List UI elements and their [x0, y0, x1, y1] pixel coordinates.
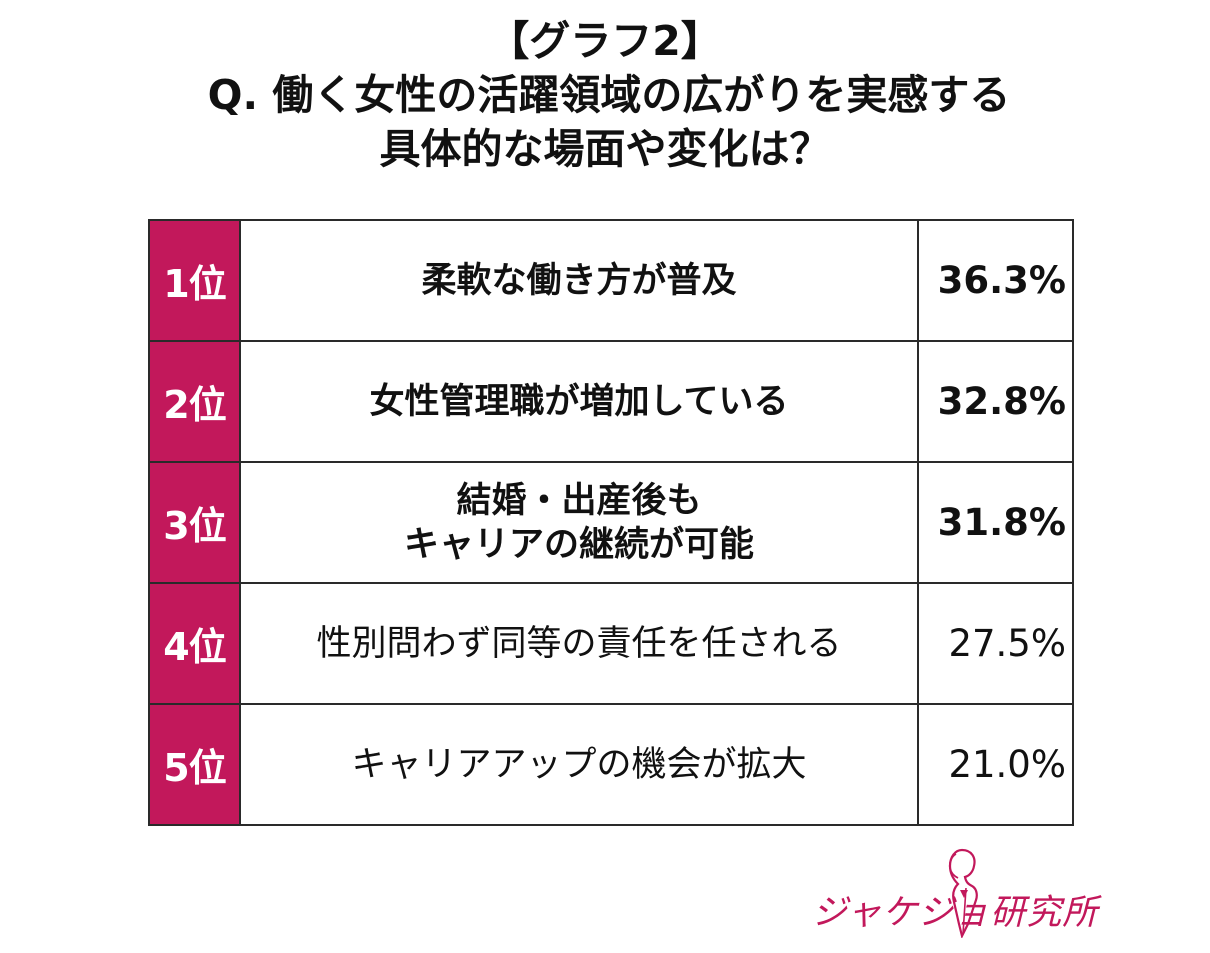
- woman-silhouette-icon: [948, 848, 978, 938]
- percent-value: 36.3%: [917, 219, 1074, 342]
- rank-label: 4位: [148, 582, 241, 705]
- rank-label: 5位: [148, 703, 241, 826]
- percent-value: 31.8%: [917, 461, 1074, 584]
- table-row: 5位 キャリアアップの機会が拡大 21.0%: [148, 703, 1074, 826]
- brand-logo-text: ジャケジョ研究所: [812, 893, 1099, 933]
- item-label: 結婚・出産後も キャリアの継続が可能: [239, 461, 919, 584]
- table-row: 4位 性別問わず同等の責任を任される 27.5%: [148, 582, 1074, 705]
- rank-label: 1位: [148, 219, 241, 342]
- item-label: 性別問わず同等の責任を任される: [239, 582, 919, 705]
- percent-value: 27.5%: [917, 582, 1074, 705]
- chart-title: 【グラフ2】 Q. 働く女性の活躍領域の広がりを実感する 具体的な場面や変化は？: [0, 14, 1210, 176]
- rank-label: 2位: [148, 340, 241, 463]
- table-row: 2位 女性管理職が増加している 32.8%: [148, 340, 1074, 463]
- table-row: 1位 柔軟な働き方が普及 36.3%: [148, 219, 1074, 342]
- title-graph-label: 【グラフ2】: [488, 17, 722, 65]
- item-label: 柔軟な働き方が普及: [239, 219, 919, 342]
- ranking-table-body: 1位 柔軟な働き方が普及 36.3% 2位 女性管理職が増加している 32.8% 3位 結婚・…: [148, 219, 1074, 826]
- item-label: 女性管理職が増加している: [239, 340, 919, 463]
- table-row: 3位 結婚・出産後も キャリアの継続が可能 31.8%: [148, 461, 1074, 584]
- title-question-continued: 具体的な場面や変化は？: [379, 125, 831, 173]
- rank-label: 3位: [148, 461, 241, 584]
- item-label: キャリアアップの機会が拡大: [239, 703, 919, 826]
- brand-logo: ジャケジョ研究所: [812, 846, 1099, 938]
- percent-value: 32.8%: [917, 340, 1074, 463]
- title-question: Q. 働く女性の活躍領域の広がりを実感する: [207, 71, 1011, 119]
- ranking-table: 1位 柔軟な働き方が普及 36.3% 2位 女性管理職が増加している 32.8% 3位 結婚・…: [148, 219, 1074, 826]
- percent-value: 21.0%: [917, 703, 1074, 826]
